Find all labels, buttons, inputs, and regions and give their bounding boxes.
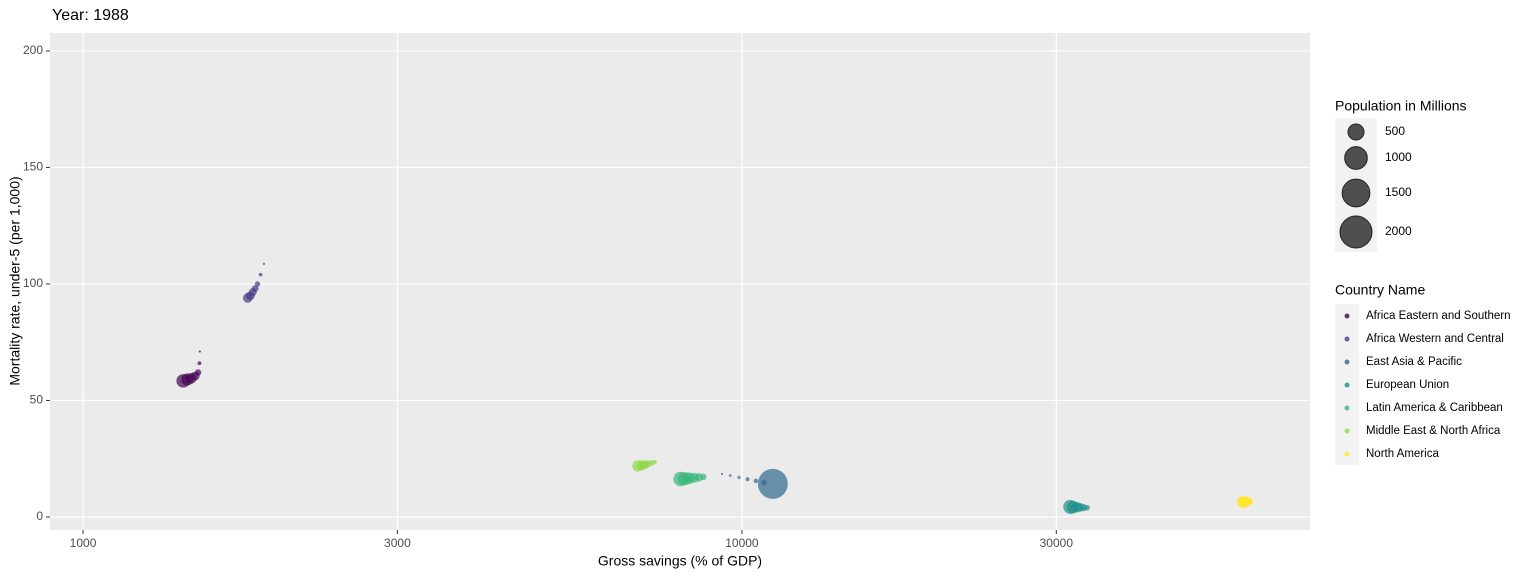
legend-label: North America: [1366, 448, 1439, 460]
bubble: [673, 471, 688, 487]
legend-key: [1344, 313, 1350, 319]
size-legend-label: 1000: [1385, 150, 1412, 164]
size-legend-title: Population in Millions: [1335, 98, 1467, 114]
panel: [50, 33, 1310, 530]
y-tick-label: 0: [36, 509, 43, 523]
size-key: [1344, 146, 1368, 170]
legend-label: European Union: [1366, 379, 1449, 391]
y-tick-label: 200: [23, 43, 43, 57]
bubble: [720, 472, 724, 475]
bubble: [262, 262, 266, 266]
bubble: [1236, 496, 1249, 508]
x-axis-label: Gross savings (% of GDP): [598, 553, 762, 569]
bubble: [197, 361, 202, 366]
legend-key: [1344, 451, 1350, 457]
legend-label: East Asia & Pacific: [1366, 356, 1462, 368]
x-tick-label: 1000: [70, 536, 97, 550]
y-tick-label: 50: [30, 393, 44, 407]
legend-label: Middle East & North Africa: [1366, 425, 1501, 437]
legend-key: [1344, 359, 1350, 365]
chart-title: Year: 1988: [52, 7, 129, 24]
y-axis-label: Mortality rate, under-5 (per 1,000): [7, 176, 23, 385]
size-key: [1339, 215, 1373, 249]
legend-key: [1344, 382, 1350, 388]
legend-label: Africa Eastern and Southern: [1366, 310, 1510, 322]
x-tick-label: 30000: [1040, 536, 1074, 550]
y-tick-label: 100: [23, 276, 43, 290]
bubble: [757, 468, 788, 499]
bubble: [242, 293, 253, 303]
y-tick-label: 150: [23, 160, 43, 174]
bubble: [728, 474, 732, 477]
bubble: [745, 477, 750, 482]
bubble: [258, 272, 263, 277]
bubble: [254, 281, 261, 287]
bubble: [632, 460, 644, 472]
size-legend-label: 1500: [1385, 185, 1412, 199]
bubble: [737, 475, 741, 479]
size-legend-label: 2000: [1385, 224, 1412, 238]
legend-label: Latin America & Caribbean: [1366, 402, 1503, 414]
legend-key: [1344, 336, 1350, 342]
legend-key: [1344, 405, 1350, 411]
legend-label: Africa Western and Central: [1366, 333, 1504, 345]
bubble: [176, 374, 190, 388]
size-legend-label: 500: [1385, 124, 1405, 138]
x-tick-label: 10000: [725, 536, 759, 550]
legend-key: [1344, 428, 1350, 434]
bubble: [198, 350, 201, 353]
size-key: [1341, 178, 1371, 208]
bubble: [1063, 499, 1078, 514]
x-tick-label: 3000: [384, 536, 411, 550]
bubble: [753, 478, 759, 484]
legend-title: Country Name: [1335, 282, 1425, 298]
size-key: [1347, 123, 1365, 141]
